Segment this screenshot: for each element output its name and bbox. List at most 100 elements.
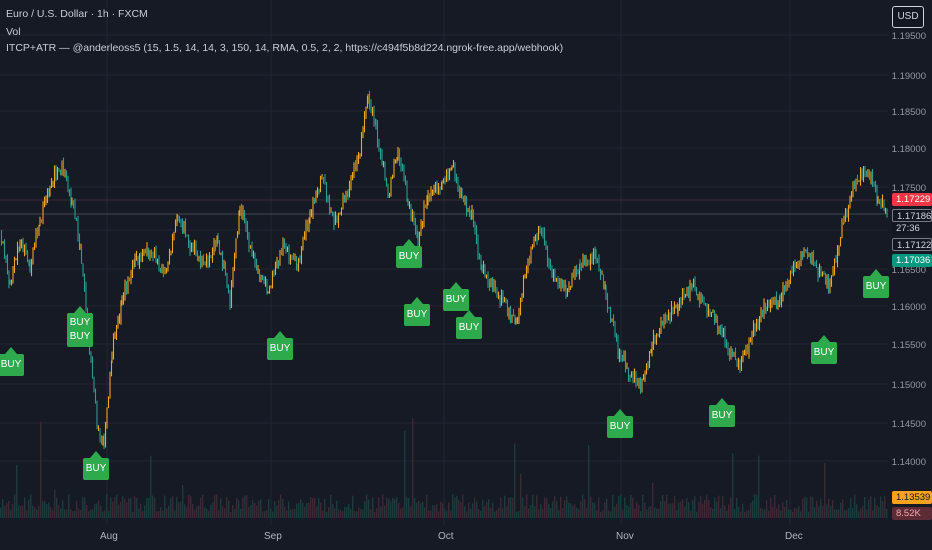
volume-bar: [592, 502, 594, 518]
volume-bar: [840, 502, 842, 518]
high-price-badge: 1.17229: [892, 193, 932, 206]
volume-bar: [510, 497, 512, 518]
time-tick: Sep: [264, 531, 282, 542]
buy-signal[interactable]: BUY: [0, 347, 24, 376]
volume-bar: [320, 502, 322, 518]
volume-bar: [616, 503, 618, 518]
volume-bar: [814, 507, 816, 518]
volume-bar: [682, 499, 684, 518]
buy-signal[interactable]: BUY: [443, 282, 469, 311]
volume-bar: [866, 509, 868, 518]
price-chart[interactable]: [0, 0, 890, 550]
volume-bar: [572, 506, 574, 518]
volume-bar: [366, 494, 368, 518]
volume-bar: [130, 498, 132, 518]
currency-button[interactable]: USD: [892, 6, 924, 28]
itcp-atr-indicator-label[interactable]: ITCP+ATR — @anderleoss5 (15, 1.5, 14, 14…: [6, 42, 564, 54]
volume-bar: [444, 508, 446, 518]
volume-bar: [288, 501, 290, 518]
volume-bar: [30, 494, 32, 518]
buy-signal[interactable]: BUY: [83, 451, 109, 480]
volume-bar: [610, 511, 612, 518]
volume-bar: [532, 494, 534, 518]
volume-bar: [406, 497, 408, 518]
buy-signal[interactable]: BUY: [456, 310, 482, 339]
volume-bar: [268, 499, 270, 518]
volume-bar: [246, 495, 248, 518]
volume-bar: [642, 494, 644, 518]
volume-bar: [172, 496, 174, 518]
volume-bar: [330, 494, 332, 518]
buy-signal[interactable]: BUY: [709, 398, 735, 427]
buy-signal[interactable]: BUY: [267, 331, 293, 360]
volume-bar: [548, 504, 550, 518]
volume-bar: [84, 497, 86, 518]
volume-bar: [736, 497, 738, 518]
volume-bar: [182, 485, 184, 518]
volume-bar: [442, 503, 444, 518]
volume-bar: [176, 496, 178, 518]
volume-bar: [484, 505, 486, 518]
volume-bar: [256, 505, 258, 518]
volume-bar: [390, 501, 392, 518]
volume-bar: [678, 502, 680, 518]
volume-bar: [602, 510, 604, 518]
volume-bar: [260, 499, 262, 518]
volume-bar: [174, 510, 176, 518]
volume-bar: [658, 508, 660, 518]
volume-bar: [570, 503, 572, 518]
volume-bar: [214, 495, 216, 518]
volume-bar: [240, 508, 242, 518]
volume-bar: [356, 511, 358, 518]
volume-bar: [818, 506, 820, 518]
volume-bar: [6, 503, 8, 518]
volume-bar: [720, 508, 722, 518]
volume-bar: [712, 508, 714, 518]
buy-signal[interactable]: BUY: [607, 409, 633, 438]
volume-bar: [662, 494, 664, 518]
volume-bar: [150, 455, 152, 518]
volume-bar: [492, 502, 494, 518]
volume-bar: [18, 505, 20, 518]
buy-signal[interactable]: BUY: [811, 335, 837, 364]
volume-bar: [286, 510, 288, 518]
volume-bar: [234, 509, 236, 518]
volume-bar: [656, 508, 658, 518]
volume-bar: [706, 495, 708, 518]
buy-signal-double[interactable]: BUY BUY: [67, 306, 93, 347]
volume-bar: [722, 496, 724, 518]
volume-indicator-label[interactable]: Vol: [6, 26, 21, 38]
time-tick: Oct: [438, 531, 454, 542]
volume-bar: [538, 509, 540, 518]
symbol-title[interactable]: Euro / U.S. Dollar · 1h · FXCM: [6, 8, 148, 20]
volume-bar: [488, 499, 490, 518]
volume-bar: [314, 497, 316, 518]
volume-bar: [304, 506, 306, 518]
volume-bar: [378, 496, 380, 518]
volume-bar: [490, 507, 492, 518]
volume-bar: [456, 496, 458, 518]
volume-bar: [206, 509, 208, 518]
buy-signal[interactable]: BUY: [396, 239, 422, 268]
volume-bar: [744, 511, 746, 518]
volume-bar: [856, 504, 858, 518]
volume-bar: [824, 463, 826, 518]
volume-bar: [124, 498, 126, 518]
volume-bar: [312, 498, 314, 518]
volume-bar: [742, 503, 744, 518]
volume-bar: [754, 494, 756, 518]
last-price-badge: 1.17186: [892, 209, 932, 222]
volume-bar: [674, 495, 676, 518]
volume-bar: [882, 500, 884, 518]
buy-signal[interactable]: BUY: [863, 269, 889, 298]
volume-bars: [0, 418, 888, 518]
buy-signal[interactable]: BUY: [404, 297, 430, 326]
volume-bar: [160, 507, 162, 518]
volume-bar: [418, 500, 420, 518]
volume-bar: [838, 509, 840, 518]
volume-bar: [776, 508, 778, 518]
volume-bar: [412, 418, 414, 518]
volume-bar: [512, 497, 514, 518]
volume-bar: [486, 501, 488, 518]
